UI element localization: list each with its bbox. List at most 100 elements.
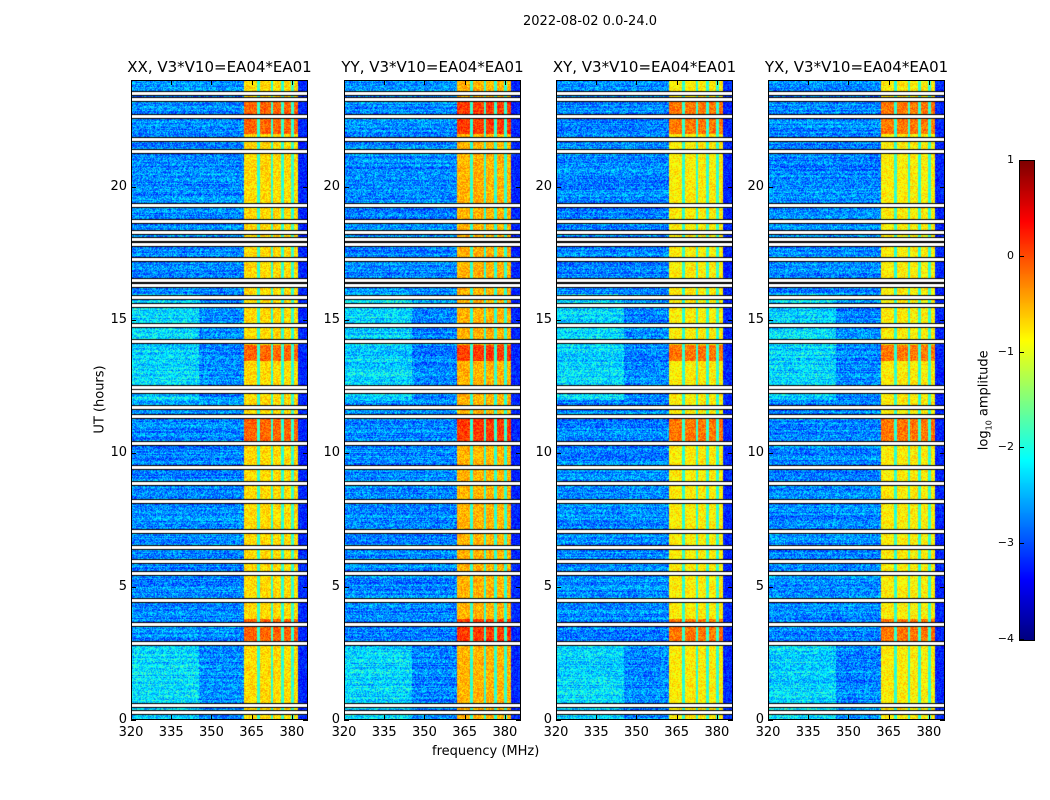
x-tick-mark (291, 80, 293, 85)
panel-title: YX, V3*V10=EA04*EA01 (764, 58, 949, 76)
x-tick-mark (384, 715, 386, 720)
colorbar-tick-mark (1020, 351, 1024, 353)
x-tick-mark (888, 715, 890, 720)
panel-title: XY, V3*V10=EA04*EA01 (552, 58, 737, 76)
x-tick-label: 365 (876, 725, 902, 740)
y-tick-mark (303, 720, 308, 721)
spectrogram-panel-2: YY, V3*V10=EA04*EA01 320 335 350 365 380 0 5 10 1… (323, 58, 523, 740)
y-tick-label: 5 (543, 578, 552, 594)
y-tick-label: 5 (118, 578, 127, 594)
x-tick-label: 365 (452, 725, 478, 740)
x-tick-mark (848, 715, 850, 720)
panel-title: XX, V3*V10=EA04*EA01 (127, 58, 312, 76)
x-tick-mark (848, 80, 850, 85)
heatmap-image (131, 80, 308, 720)
y-tick-label: 15 (110, 312, 127, 327)
y-tick-mark (516, 720, 521, 721)
y-tick-mark (728, 453, 733, 455)
y-tick-label: 20 (535, 178, 552, 194)
x-tick-mark (171, 80, 173, 85)
y-tick-label: 0 (543, 712, 552, 727)
colorbar-tick-label: −4 (997, 632, 1014, 645)
y-tick-label: 5 (755, 578, 764, 594)
colorbar-gradient (1020, 161, 1034, 640)
y-tick-mark (131, 720, 136, 721)
y-tick-mark (768, 586, 773, 588)
x-tick-mark (676, 80, 678, 85)
x-tick-mark (928, 80, 930, 85)
y-tick-mark (516, 586, 521, 588)
y-axis-label: UT (hours) (92, 365, 108, 434)
x-tick-mark (291, 715, 293, 720)
y-tick-mark (516, 186, 521, 188)
y-tick-mark (556, 453, 561, 455)
x-tick-mark (556, 715, 557, 720)
x-tick-mark (676, 715, 678, 720)
x-tick-label: 335 (371, 725, 397, 740)
x-tick-mark (344, 80, 345, 85)
colorbar-label-rest: amplitude (976, 350, 992, 421)
colorbar-tick-label: 1 (1007, 153, 1014, 166)
y-tick-mark (728, 186, 733, 188)
y-tick-mark (940, 320, 945, 321)
colorbar-tick-label: 0 (1007, 248, 1014, 262)
y-tick-label: 20 (323, 178, 340, 194)
y-tick-mark (303, 320, 308, 321)
y-tick-mark (303, 586, 308, 588)
x-tick-mark (504, 80, 506, 85)
y-tick-mark (556, 586, 561, 588)
spectrogram-panel-3: XY, V3*V10=EA04*EA01 320 335 350 365 380 0 5 10 1… (535, 58, 736, 740)
x-tick-mark (424, 80, 426, 85)
x-tick-label: 335 (583, 725, 609, 740)
y-tick-mark (768, 320, 773, 321)
x-tick-mark (596, 80, 598, 85)
x-tick-mark (424, 715, 426, 720)
x-tick-mark (251, 80, 253, 85)
x-tick-label: 380 (916, 725, 942, 740)
x-tick-mark (556, 80, 557, 85)
axes-frame (344, 80, 521, 720)
y-tick-mark (940, 186, 945, 188)
x-tick-mark (211, 80, 213, 85)
y-tick-label: 0 (118, 712, 127, 727)
y-tick-mark (768, 720, 773, 721)
x-axis-label: frequency (MHz) (432, 744, 540, 759)
spectrogram-panel-4: YX, V3*V10=EA04*EA01 320 335 350 365 380 0 5 10 1… (747, 58, 948, 740)
x-tick-mark (636, 80, 638, 85)
colorbar (1019, 160, 1035, 641)
x-tick-mark (131, 80, 132, 85)
y-tick-mark (131, 186, 136, 188)
x-tick-label: 380 (279, 725, 305, 740)
colorbar-tick-label: −1 (997, 344, 1014, 358)
x-tick-label: 335 (795, 725, 821, 740)
x-tick-label: 350 (624, 725, 649, 740)
x-tick-mark (768, 80, 769, 85)
colorbar-tick-label: −3 (997, 536, 1014, 550)
y-tick-mark (344, 586, 349, 588)
y-tick-label: 10 (110, 445, 127, 461)
y-tick-label: 10 (747, 445, 764, 461)
y-tick-mark (940, 586, 945, 588)
axes-frame (768, 80, 945, 720)
heatmap-image (556, 80, 733, 720)
y-tick-mark (303, 186, 308, 188)
x-tick-label: 365 (664, 725, 690, 740)
x-tick-mark (716, 80, 718, 85)
x-tick-label: 320 (331, 725, 357, 740)
figure-title: 2022-08-02 0.0-24.0 (523, 14, 657, 29)
panel-title: YY, V3*V10=EA04*EA01 (341, 58, 524, 76)
y-tick-mark (556, 720, 561, 721)
y-tick-mark (516, 453, 521, 455)
axes-frame (131, 80, 308, 720)
y-tick-label: 20 (110, 178, 127, 194)
y-tick-label: 0 (755, 712, 764, 727)
colorbar-tick-label: −2 (997, 440, 1014, 454)
x-tick-label: 350 (836, 725, 861, 740)
x-tick-label: 320 (118, 725, 144, 740)
colorbar-tick-mark (1020, 255, 1024, 257)
y-tick-mark (728, 720, 733, 721)
y-tick-mark (940, 453, 945, 455)
y-tick-mark (344, 186, 349, 188)
x-tick-label: 350 (412, 725, 437, 740)
y-tick-label: 15 (535, 312, 552, 327)
